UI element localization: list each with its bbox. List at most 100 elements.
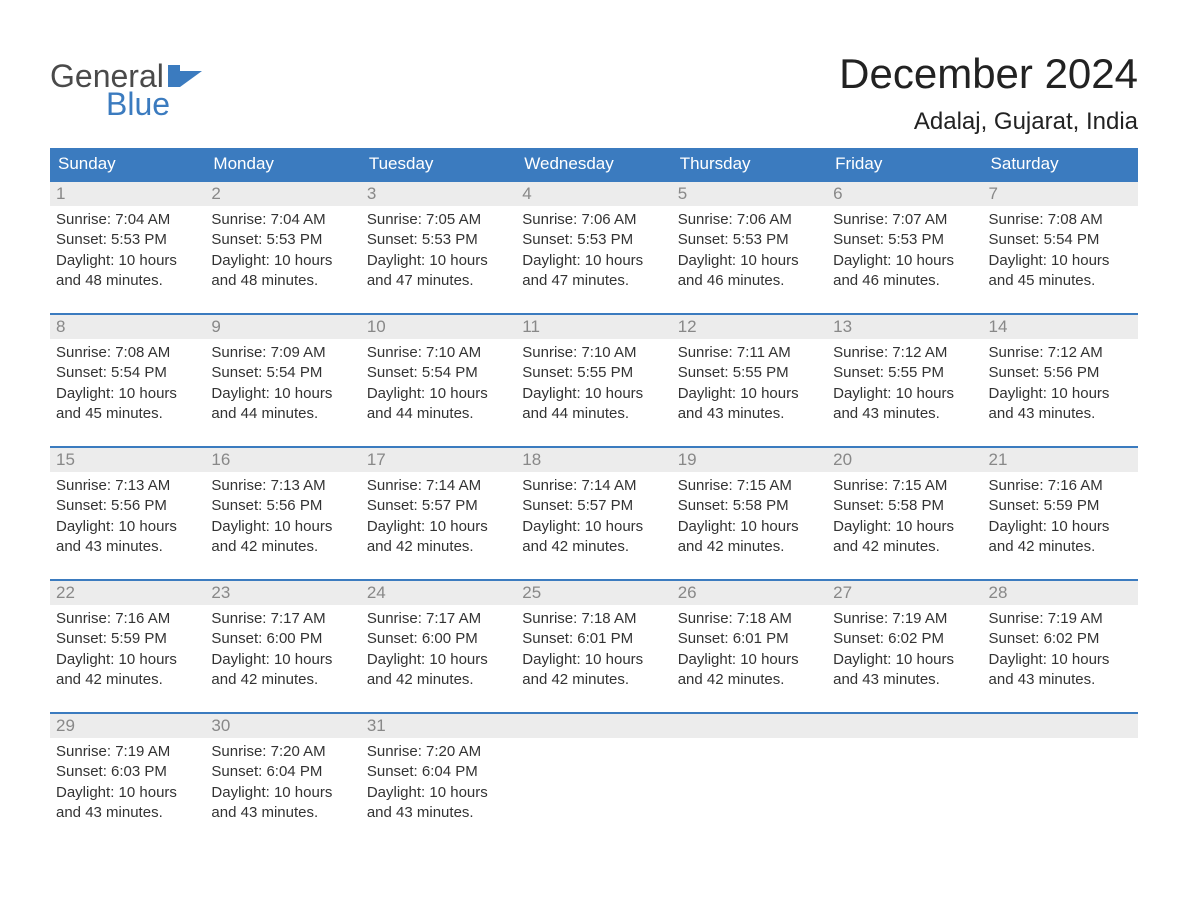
day-1: 1Sunrise: 7:04 AMSunset: 5:53 PMDaylight… bbox=[50, 182, 205, 299]
logo-text-blue: Blue bbox=[106, 88, 202, 120]
day-5: 5Sunrise: 7:06 AMSunset: 5:53 PMDaylight… bbox=[672, 182, 827, 299]
sunrise-line: Sunrise: 7:04 AM bbox=[56, 210, 199, 230]
day-body: Sunrise: 7:18 AMSunset: 6:01 PMDaylight:… bbox=[672, 605, 827, 698]
day-number: 30 bbox=[211, 716, 230, 735]
day-body: Sunrise: 7:19 AMSunset: 6:02 PMDaylight:… bbox=[827, 605, 982, 698]
day-7: 7Sunrise: 7:08 AMSunset: 5:54 PMDaylight… bbox=[983, 182, 1138, 299]
day-number: 12 bbox=[678, 317, 697, 336]
day-number: 9 bbox=[211, 317, 220, 336]
day-25: 25Sunrise: 7:18 AMSunset: 6:01 PMDayligh… bbox=[516, 581, 671, 698]
daylight-line: Daylight: 10 hours and 48 minutes. bbox=[211, 251, 354, 292]
sunset-line: Sunset: 5:53 PM bbox=[367, 230, 510, 250]
sunrise-line: Sunrise: 7:18 AM bbox=[678, 609, 821, 629]
sunrise-line: Sunrise: 7:13 AM bbox=[56, 476, 199, 496]
sunset-line: Sunset: 5:53 PM bbox=[833, 230, 976, 250]
day-number: 23 bbox=[211, 583, 230, 602]
week-row: 1Sunrise: 7:04 AMSunset: 5:53 PMDaylight… bbox=[50, 180, 1138, 299]
day-of-week-header: SundayMondayTuesdayWednesdayThursdayFrid… bbox=[50, 148, 1138, 180]
day-body: Sunrise: 7:20 AMSunset: 6:04 PMDaylight:… bbox=[205, 738, 360, 831]
day-body: Sunrise: 7:15 AMSunset: 5:58 PMDaylight:… bbox=[827, 472, 982, 565]
daylight-line: Daylight: 10 hours and 42 minutes. bbox=[56, 650, 199, 691]
dow-sunday: Sunday bbox=[50, 148, 205, 180]
day-number bbox=[678, 716, 683, 735]
daynum-row: 26 bbox=[672, 581, 827, 605]
sunrise-line: Sunrise: 7:16 AM bbox=[56, 609, 199, 629]
day-body: Sunrise: 7:20 AMSunset: 6:04 PMDaylight:… bbox=[361, 738, 516, 831]
daynum-row bbox=[516, 714, 671, 738]
sunrise-line: Sunrise: 7:19 AM bbox=[833, 609, 976, 629]
header: General Blue December 2024 Adalaj, Gujar… bbox=[50, 50, 1138, 136]
day-28: 28Sunrise: 7:19 AMSunset: 6:02 PMDayligh… bbox=[983, 581, 1138, 698]
daynum-row: 18 bbox=[516, 448, 671, 472]
sunset-line: Sunset: 5:58 PM bbox=[678, 496, 821, 516]
sunset-line: Sunset: 6:02 PM bbox=[833, 629, 976, 649]
sunrise-line: Sunrise: 7:04 AM bbox=[211, 210, 354, 230]
daylight-line: Daylight: 10 hours and 44 minutes. bbox=[522, 384, 665, 425]
week-row: 29Sunrise: 7:19 AMSunset: 6:03 PMDayligh… bbox=[50, 712, 1138, 831]
sunrise-line: Sunrise: 7:05 AM bbox=[367, 210, 510, 230]
day-number: 28 bbox=[989, 583, 1008, 602]
daynum-row: 7 bbox=[983, 182, 1138, 206]
day-body: Sunrise: 7:05 AMSunset: 5:53 PMDaylight:… bbox=[361, 206, 516, 299]
sunrise-line: Sunrise: 7:06 AM bbox=[678, 210, 821, 230]
sunrise-line: Sunrise: 7:15 AM bbox=[833, 476, 976, 496]
daylight-line: Daylight: 10 hours and 46 minutes. bbox=[678, 251, 821, 292]
daynum-row: 15 bbox=[50, 448, 205, 472]
sunrise-line: Sunrise: 7:08 AM bbox=[56, 343, 199, 363]
daylight-line: Daylight: 10 hours and 42 minutes. bbox=[211, 650, 354, 691]
sunset-line: Sunset: 6:03 PM bbox=[56, 762, 199, 782]
daylight-line: Daylight: 10 hours and 42 minutes. bbox=[367, 517, 510, 558]
daynum-row: 1 bbox=[50, 182, 205, 206]
day-16: 16Sunrise: 7:13 AMSunset: 5:56 PMDayligh… bbox=[205, 448, 360, 565]
day-number: 20 bbox=[833, 450, 852, 469]
daynum-row: 23 bbox=[205, 581, 360, 605]
day-15: 15Sunrise: 7:13 AMSunset: 5:56 PMDayligh… bbox=[50, 448, 205, 565]
daylight-line: Daylight: 10 hours and 45 minutes. bbox=[56, 384, 199, 425]
day-14: 14Sunrise: 7:12 AMSunset: 5:56 PMDayligh… bbox=[983, 315, 1138, 432]
day-number: 6 bbox=[833, 184, 842, 203]
day-18: 18Sunrise: 7:14 AMSunset: 5:57 PMDayligh… bbox=[516, 448, 671, 565]
sunset-line: Sunset: 5:59 PM bbox=[56, 629, 199, 649]
daynum-row: 29 bbox=[50, 714, 205, 738]
day-number: 24 bbox=[367, 583, 386, 602]
day-number bbox=[833, 716, 838, 735]
daynum-row: 14 bbox=[983, 315, 1138, 339]
daylight-line: Daylight: 10 hours and 45 minutes. bbox=[989, 251, 1132, 292]
sunset-line: Sunset: 5:57 PM bbox=[522, 496, 665, 516]
daylight-line: Daylight: 10 hours and 42 minutes. bbox=[522, 650, 665, 691]
day-8: 8Sunrise: 7:08 AMSunset: 5:54 PMDaylight… bbox=[50, 315, 205, 432]
day-number: 21 bbox=[989, 450, 1008, 469]
sunrise-line: Sunrise: 7:17 AM bbox=[211, 609, 354, 629]
daynum-row: 13 bbox=[827, 315, 982, 339]
week-row: 22Sunrise: 7:16 AMSunset: 5:59 PMDayligh… bbox=[50, 579, 1138, 698]
day-body: Sunrise: 7:17 AMSunset: 6:00 PMDaylight:… bbox=[361, 605, 516, 698]
daylight-line: Daylight: 10 hours and 42 minutes. bbox=[678, 517, 821, 558]
daynum-row: 22 bbox=[50, 581, 205, 605]
day-10: 10Sunrise: 7:10 AMSunset: 5:54 PMDayligh… bbox=[361, 315, 516, 432]
daylight-line: Daylight: 10 hours and 42 minutes. bbox=[989, 517, 1132, 558]
daynum-row: 30 bbox=[205, 714, 360, 738]
day-19: 19Sunrise: 7:15 AMSunset: 5:58 PMDayligh… bbox=[672, 448, 827, 565]
sunrise-line: Sunrise: 7:07 AM bbox=[833, 210, 976, 230]
sunset-line: Sunset: 5:53 PM bbox=[211, 230, 354, 250]
daynum-row: 24 bbox=[361, 581, 516, 605]
day-number: 19 bbox=[678, 450, 697, 469]
sunset-line: Sunset: 6:02 PM bbox=[989, 629, 1132, 649]
day-body: Sunrise: 7:07 AMSunset: 5:53 PMDaylight:… bbox=[827, 206, 982, 299]
sunset-line: Sunset: 6:01 PM bbox=[678, 629, 821, 649]
daynum-row: 3 bbox=[361, 182, 516, 206]
day-number: 31 bbox=[367, 716, 386, 735]
dow-friday: Friday bbox=[827, 148, 982, 180]
daylight-line: Daylight: 10 hours and 43 minutes. bbox=[833, 650, 976, 691]
sunset-line: Sunset: 5:59 PM bbox=[989, 496, 1132, 516]
day-number: 4 bbox=[522, 184, 531, 203]
day-body: Sunrise: 7:16 AMSunset: 5:59 PMDaylight:… bbox=[50, 605, 205, 698]
sunset-line: Sunset: 6:04 PM bbox=[367, 762, 510, 782]
day-empty bbox=[516, 714, 671, 831]
day-number: 14 bbox=[989, 317, 1008, 336]
sunrise-line: Sunrise: 7:17 AM bbox=[367, 609, 510, 629]
daylight-line: Daylight: 10 hours and 43 minutes. bbox=[678, 384, 821, 425]
sunrise-line: Sunrise: 7:09 AM bbox=[211, 343, 354, 363]
day-number: 18 bbox=[522, 450, 541, 469]
day-body: Sunrise: 7:08 AMSunset: 5:54 PMDaylight:… bbox=[50, 339, 205, 432]
